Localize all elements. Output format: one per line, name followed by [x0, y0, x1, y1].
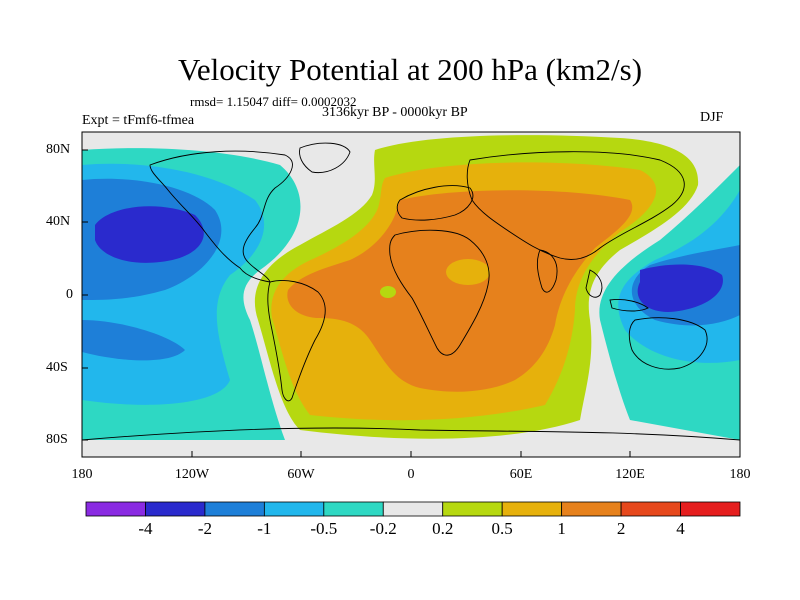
colorbar-swatch	[263, 501, 325, 517]
lon-label: 60W	[287, 467, 315, 482]
colorbar-level-label: 0.5	[491, 519, 513, 538]
contour-small-green-spot	[380, 286, 396, 298]
lon-label: 0	[407, 467, 415, 482]
colorbar-level-label: -0.2	[369, 519, 397, 538]
colorbar-swatch	[323, 501, 384, 517]
lat-label: 40S	[46, 360, 68, 375]
map-title: Velocity Potential at 200 hPa (km2/s)	[177, 52, 643, 87]
contour-neg-blue-west-south	[82, 320, 185, 361]
lon-label: 120E	[615, 467, 645, 482]
coastlines	[82, 142, 740, 441]
lat-label: 80N	[46, 142, 71, 157]
colorbar-swatch	[204, 501, 265, 517]
period-label: 3136kyr BP - 0000kyr BP	[322, 105, 468, 120]
colorbar-swatch	[680, 501, 741, 517]
lon-label: 120W	[174, 467, 210, 482]
colorbar-level-label: 4	[676, 519, 685, 538]
colorbar-swatch	[561, 501, 622, 517]
stats-text: rmsd= 1.15047 diff= 0.0002032	[190, 94, 357, 109]
colorbar-swatch	[145, 501, 206, 517]
lon-label: 60E	[509, 467, 533, 482]
colorbar-swatch	[501, 501, 563, 517]
colorbar-level-label: -1	[257, 519, 272, 538]
contour-neg-core-west	[95, 206, 204, 263]
colorbar-level-label: 0.2	[432, 519, 454, 538]
lon-label: 180	[729, 467, 751, 482]
colorbar-swatch	[382, 501, 444, 517]
colorbar-swatch	[442, 501, 503, 517]
colorbar-level-label: 1	[557, 519, 566, 538]
lat-label: 0	[66, 287, 73, 302]
contour-pos-inner-spot	[446, 259, 490, 285]
contour-neg-core-east	[637, 264, 723, 312]
lon-label: 180	[71, 467, 93, 482]
lat-label: 80S	[46, 432, 68, 447]
season-label: DJF	[700, 110, 724, 125]
colorbar-level-label: 2	[616, 519, 626, 538]
colorbar-swatch	[85, 501, 146, 517]
contour-pos-orange	[287, 190, 633, 392]
colorbar-swatch	[620, 501, 681, 517]
axis-ticks	[81, 149, 741, 457]
colorbar-level-label: -4	[138, 519, 153, 538]
experiment-label: Expt = tFmf6-tfmea	[82, 113, 195, 128]
colorbar-level-label: -0.5	[310, 519, 338, 538]
colorbar-level-label: -2	[197, 519, 212, 538]
lat-label: 40N	[46, 214, 71, 229]
